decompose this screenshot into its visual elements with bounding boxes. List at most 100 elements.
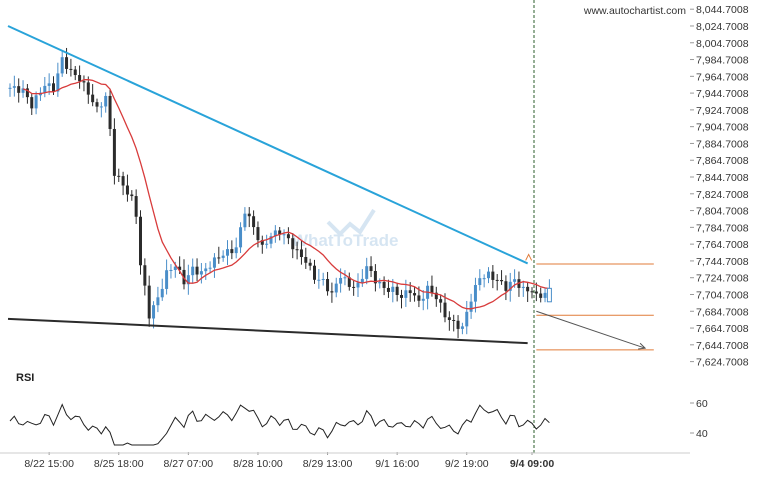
candle-body [526,286,530,292]
price-tick-label: 7,824.7008 [696,189,749,201]
candle-body [282,234,286,236]
candle-body [239,227,243,248]
candle-body [460,326,464,329]
candle-body [125,185,129,195]
candle-body [17,86,21,93]
candle-body [295,249,299,251]
price-tick-label: 8,004.7008 [696,38,749,50]
candle-body [330,291,334,293]
candle-body [534,291,538,294]
watermark-text: www.autochartist.com [583,5,686,17]
candle-body [195,266,199,275]
candle-body [456,320,460,329]
forecast-arrow-line [536,310,646,349]
candle-body [173,266,177,270]
price-tick-label: 7,884.7008 [696,138,749,150]
rsi-tick-label: 60 [696,398,708,410]
candle-body [21,88,25,93]
price-tick-label: 7,664.7008 [696,323,749,335]
candle-body [273,230,277,237]
moving-average-line [22,79,550,310]
resistance-trendline [7,25,529,265]
price-tick-label: 8,044.7008 [696,4,749,16]
rsi-tick-label: 40 [696,428,708,440]
candle-body [34,95,38,109]
candle-body [304,257,308,263]
candle-body [487,271,490,279]
candle-body [495,279,499,281]
candle-body [439,299,443,303]
logo-text: WhatToTrade [292,231,398,250]
candle-body [391,286,395,292]
candle-body [508,281,512,291]
candle-body [400,294,403,298]
candle-body [143,265,147,286]
price-axis: 8,044.7008 8,024.7008 8,004.7008 7,984.7008… [690,4,749,369]
candle-body [130,194,134,197]
price-tick-label: 7,724.7008 [696,273,749,285]
candle-body [121,176,125,186]
candle-body [30,97,34,109]
candle-body [343,277,347,279]
candle-body [104,95,108,107]
candle-body [60,57,64,74]
rsi-panel: RSI 60 40 [9,372,708,446]
candle-body [378,281,382,284]
candle-body [243,213,247,228]
candle-body [443,302,447,318]
price-tick-label: 7,844.7008 [696,172,749,184]
candle-body [469,301,473,312]
candle-body [217,257,221,259]
candle-body [417,295,421,301]
candle-body [334,283,338,293]
candle-body [360,278,364,283]
candle-body [473,285,477,302]
time-tick-label: 8/29 13:00 [303,458,353,470]
candle-body [356,282,360,288]
candle-body [265,243,269,245]
price-tick-label: 7,804.7008 [696,206,749,218]
time-tick-label: 9/4 09:00 [510,458,555,470]
candle-body [234,247,238,254]
price-tick-label: 7,964.7008 [696,71,749,83]
candles [8,47,551,339]
candle-body [286,234,290,239]
candle-body [373,270,377,284]
candle-body [169,269,173,271]
price-tick-label: 7,944.7008 [696,88,749,100]
candle-body [82,81,86,83]
candle-body [369,266,373,271]
candle-body [212,257,216,268]
support-trendline [7,317,528,345]
candle-body [69,68,73,70]
candle-body [465,311,469,327]
candle-body [291,238,295,250]
rsi-line [9,403,550,446]
candle-body [321,279,325,281]
logo-mark: WhatToTrade [292,208,398,250]
candle-body [152,305,156,319]
time-tick-label: 8/22 15:00 [24,458,74,470]
candle-body [308,262,312,266]
candle-body [8,87,12,89]
candle-body [43,85,47,93]
candle-body [25,88,29,98]
candle-body [226,249,229,256]
candle-body [191,266,195,276]
candle-body [395,286,399,295]
price-tick-label: 7,744.7008 [696,256,749,268]
logo-icon [326,208,376,237]
time-axis: 8/22 15:00 8/25 18:00 8/27 07:00 8/28 10:00… [24,452,554,470]
candle-body [408,290,412,294]
price-tick-label: 7,624.7008 [696,357,749,369]
candle-body [165,270,169,289]
candle-body [256,227,260,241]
candle-body [99,106,103,108]
candle-body [404,290,408,298]
candle-body [147,285,151,319]
candle-body [421,298,425,301]
time-tick-label: 9/1 16:00 [375,458,419,470]
candle-body [482,278,486,280]
candle-body [430,285,434,293]
